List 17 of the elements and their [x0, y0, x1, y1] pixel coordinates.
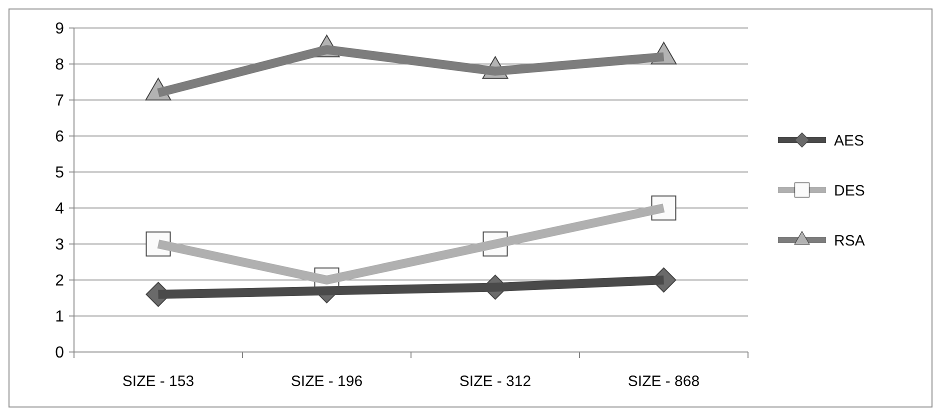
- y-tick-label: 4: [55, 200, 64, 218]
- y-tick-label: 6: [55, 128, 64, 146]
- y-tick-label: 3: [55, 236, 64, 254]
- x-tick-label: SIZE - 196: [290, 373, 363, 390]
- y-tick-label: 2: [55, 272, 64, 290]
- y-tick-label: 8: [55, 56, 64, 74]
- x-tick-label: SIZE - 312: [459, 373, 532, 390]
- y-tick-label: 0: [55, 344, 64, 362]
- y-tick-label: 1: [55, 308, 64, 326]
- x-tick-label: SIZE - 153: [122, 373, 194, 390]
- legend-label: DES: [834, 182, 865, 200]
- legend-label: AES: [834, 132, 864, 150]
- y-tick-label: 5: [55, 164, 64, 182]
- y-tick-label: 7: [55, 92, 64, 110]
- legend-label: RSA: [834, 232, 865, 250]
- x-tick-label: SIZE - 868: [628, 373, 700, 390]
- y-tick-label: 9: [55, 20, 64, 38]
